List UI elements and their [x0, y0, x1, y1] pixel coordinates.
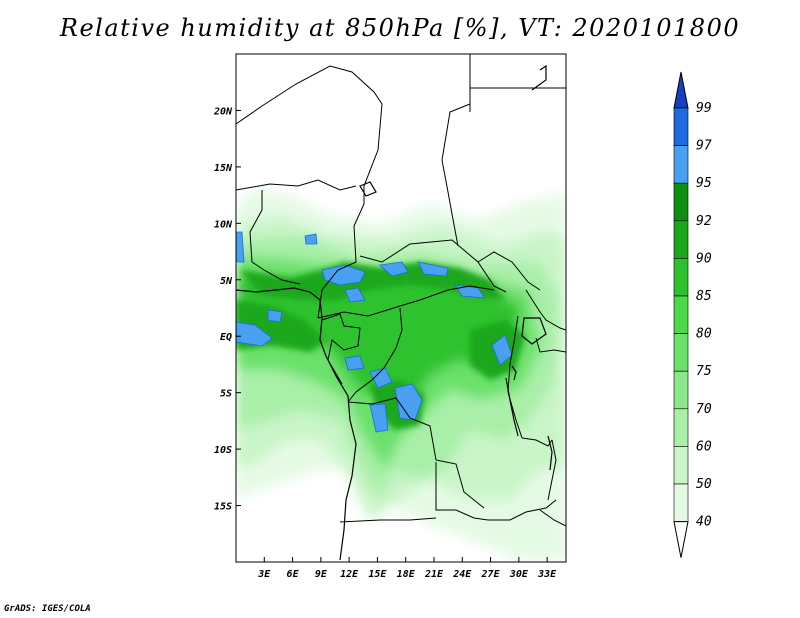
- lon-tick-label-12E: 12E: [340, 569, 359, 580]
- credit-label: GrADS: IGES/COLA: [4, 604, 91, 614]
- country-boundaries: [236, 54, 566, 527]
- lat-tick-label-5N: 5N: [220, 276, 233, 287]
- boundary-libya-egypt: [469, 87, 566, 112]
- chart-title: Relative humidity at 850hPa [%], VT: 202…: [59, 14, 741, 42]
- boundary-angola-namibia: [339, 517, 437, 523]
- lon-tick-label-30E: 30E: [509, 569, 529, 580]
- boundary-congo-drc: [347, 307, 403, 403]
- lat-tick-label-5S: 5S: [220, 389, 232, 400]
- lake-chad: [359, 181, 377, 197]
- colorbar-band-0: [673, 107, 689, 146]
- lon-tick-label-3E: 3E: [257, 569, 271, 580]
- colorbar-band-6: [673, 333, 689, 372]
- colorbar-label-50: 50: [696, 477, 712, 492]
- lat-tick-label-10N: 10N: [214, 219, 233, 230]
- colorbar-label-85: 85: [696, 289, 712, 304]
- lon-tick-label-18E: 18E: [397, 569, 416, 580]
- boundary-tanzania: [535, 337, 566, 353]
- colorbar-band-5: [673, 295, 689, 334]
- colorbar-band-10: [673, 483, 689, 522]
- coastline-red-sea: [531, 64, 547, 91]
- colorbar-label-40: 40: [696, 515, 712, 530]
- lon-tick-label-6E: 6E: [287, 569, 300, 580]
- boundary-cameroon-south: [317, 285, 495, 319]
- boundary-angola-zambia: [435, 462, 489, 521]
- boundary-mozambique: [539, 509, 566, 527]
- boundary-zambia-zimbabwe: [488, 499, 557, 521]
- colorbar-band-7: [673, 370, 689, 410]
- colorbar-band-3: [673, 220, 689, 259]
- lake-tanganyika: [505, 377, 519, 437]
- lon-tick-label-9E: 9E: [315, 569, 328, 580]
- lon-tick-label-27E: 27E: [481, 569, 501, 580]
- lat-tick-label-15S: 15S: [214, 502, 232, 513]
- colorbar-label-97: 97: [696, 139, 712, 154]
- boundary-niger-nigeria: [236, 65, 383, 319]
- lat-tick-label-15N: 15N: [214, 163, 233, 174]
- boundary-malawi: [547, 439, 557, 501]
- colorbar-label-90: 90: [696, 251, 712, 266]
- colorbar-label-95: 95: [696, 176, 712, 191]
- lon-tick-label-15E: 15E: [368, 569, 387, 580]
- colorbar-band-2: [673, 182, 689, 222]
- coastline-west-africa: [236, 287, 357, 561]
- boundary-sudan-south: [477, 251, 541, 291]
- colorbar-label-70: 70: [696, 402, 712, 417]
- lon-tick-label-33E: 33E: [537, 569, 557, 580]
- boundary-east: [525, 289, 566, 331]
- boundary-sahel: [236, 179, 357, 191]
- colorbar-label-75: 75: [696, 364, 712, 379]
- boundary-drc-angola: [347, 397, 485, 509]
- colorbar-label-60: 60: [696, 439, 712, 454]
- humidity-region-90: [236, 272, 520, 410]
- colorbar-band-1: [673, 145, 689, 184]
- colorbar: 40 50 60 70 75 80 85 90 92 95 97 99: [673, 71, 712, 558]
- lake-kivu: [511, 365, 517, 381]
- colorbar-label-80: 80: [696, 327, 712, 342]
- map-frame: [235, 53, 567, 563]
- boundary-drc-east: [507, 315, 523, 439]
- humidity-field: [236, 190, 566, 560]
- boundary-gabon-congo: [321, 313, 361, 385]
- axis-ticks: 3E 6E 9E 12E 15E 18E 21E 24E 27E 30E 33E 20N 15N 10N 5…: [213, 106, 557, 580]
- lake-malawi: [547, 435, 553, 471]
- colorbar-label-92: 92: [696, 214, 712, 229]
- lat-tick-label-10S: 10S: [214, 445, 232, 456]
- coastlines: [236, 64, 553, 561]
- lon-tick-label-21E: 21E: [424, 569, 444, 580]
- colorbar-band-8: [673, 408, 689, 447]
- colorbar-bottom-arrow: [673, 521, 689, 558]
- colorbar-label-99: 99: [696, 101, 712, 116]
- lat-tick-label-EQ: EQ: [220, 332, 232, 343]
- colorbar-band-4: [673, 258, 689, 297]
- boundary-car: [359, 239, 507, 293]
- humidity-peaks-95: [236, 231, 513, 433]
- boundary-nigeria-cameroon: [249, 190, 301, 285]
- lat-tick-label-20N: 20N: [213, 106, 233, 117]
- lon-tick-label-24E: 24E: [452, 569, 472, 580]
- colorbar-top-arrow: [673, 71, 689, 109]
- lake-victoria: [521, 317, 547, 345]
- colorbar-band-9: [673, 446, 689, 485]
